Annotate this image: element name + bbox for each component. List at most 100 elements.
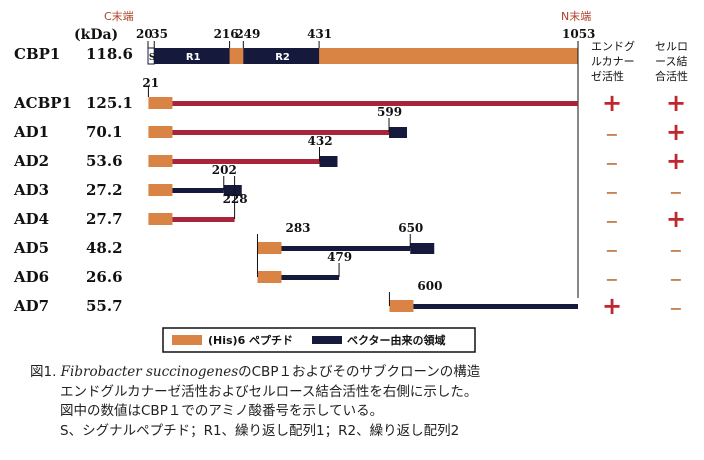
construct-row-ad7: AD7 55.7 600 + − [13, 279, 683, 320]
vector-tail-ad1 [389, 127, 408, 138]
caption-line-2: エンドグルカナーゼ活性およびセルロース結合活性を右側に示した。 [60, 383, 478, 400]
construct-kda-acbp1: 125.1 [86, 94, 133, 112]
cell-header-line-1: セルロ [655, 40, 688, 53]
cell-activity-ad1: + [666, 118, 686, 146]
cbp1-position-249: 249 [235, 27, 260, 41]
endo-activity-ad7: + [602, 292, 622, 320]
construct-row-ad3: AD3 27.2 202 − − [13, 163, 683, 202]
construct-row-ad4: AD4 27.7 228 − + [13, 192, 686, 233]
endo-activity-ad5: − [605, 241, 618, 260]
construct-name-ad2: AD2 [13, 152, 49, 170]
construct-body-ad2 [172, 159, 320, 164]
endo-header-line-2: ルカナー [591, 55, 635, 68]
endo-activity-ad6: − [605, 270, 618, 289]
cbp1-name: CBP1 [14, 45, 60, 63]
endo-activity-ad3: − [605, 183, 618, 202]
construct-kda-ad3: 27.2 [86, 181, 123, 199]
construct-diagram: C末端 N末端 (kDa) CBP1 118.6 エンドグ ルカナー ゼ活性 セ… [13, 9, 688, 353]
construct-kda-ad6: 26.6 [86, 268, 123, 286]
cell-activity-ad4: + [666, 205, 686, 233]
construct-body-ad7 [413, 304, 578, 309]
construct-kda-ad5: 48.2 [86, 239, 123, 257]
his-tag-ad1 [148, 126, 173, 138]
construct-end-label-ad5: 650 [398, 221, 423, 235]
vector-tail-ad5 [410, 243, 435, 254]
caption-species: Fibrobacter succinogenes [60, 364, 239, 380]
cell-activity-ad2: + [666, 147, 686, 175]
construct-end-label-ad2: 432 [308, 134, 333, 148]
endo-activity-ad1: − [605, 125, 618, 144]
endo-activity-ad4: − [605, 212, 618, 231]
construct-row-ad5: AD5 48.2 283 650 − − [13, 221, 683, 260]
endo-header-line-3: ゼ活性 [591, 69, 624, 83]
construct-row-acbp1: ACBP1 125.1 21 + + [13, 76, 686, 117]
construct-name-ad6: AD6 [13, 268, 49, 286]
construct-body-ad3 [172, 188, 224, 193]
legend-his-swatch [172, 335, 202, 345]
cellulose-binding-header: セルロ ース結 合活性 [655, 40, 688, 83]
construct-end-label-ad3: 202 [212, 163, 237, 177]
his-tag-acbp1 [148, 97, 173, 109]
construct-name-ad1: AD1 [13, 123, 49, 141]
his-tag-ad4 [148, 213, 173, 225]
construct-kda-ad7: 55.7 [86, 297, 123, 315]
construct-row-ad2: AD2 53.6 432 − + [13, 134, 686, 175]
construct-kda-ad1: 70.1 [86, 123, 123, 141]
cell-activity-acbp1: + [666, 89, 686, 117]
construct-kda-ad4: 27.7 [86, 210, 123, 228]
cbp1-region-r2-label: R2 [275, 52, 290, 63]
figure-caption: 図1. Fibrobacter succinogenesのCBP１およびそのサブ… [30, 363, 690, 441]
cbp1-position-20: 20 [136, 27, 153, 41]
his-tag-ad3 [148, 184, 173, 196]
construct-body-ad5 [281, 246, 411, 251]
construct-end-label-ad4: 228 [223, 192, 248, 206]
cell-activity-ad5: − [669, 241, 682, 260]
his-tag-ad5 [257, 242, 282, 254]
construct-name-ad4: AD4 [13, 210, 49, 228]
vector-tail-ad3 [223, 185, 242, 196]
construct-body-ad1 [172, 130, 390, 135]
construct-name-acbp1: ACBP1 [13, 94, 72, 112]
n-terminus-label: N末端 [561, 9, 591, 23]
legend: (His)6 ペプチド ベクター由来の領域 [162, 327, 476, 353]
caption-line-3: 図中の数値はCBP１でのアミノ酸番号を示している。 [60, 403, 384, 419]
construct-body-ad4 [172, 217, 235, 222]
cbp1-position-216: 216 [214, 27, 239, 41]
cbp1-position-431: 431 [307, 27, 332, 41]
cell-activity-ad6: − [669, 270, 682, 289]
cell-activity-ad7: − [669, 299, 682, 318]
construct-end-label-ad1: 599 [377, 105, 402, 119]
construct-body-ad6 [281, 275, 340, 280]
endo-activity-acbp1: + [602, 89, 622, 117]
cell-header-line-2: ース結 [655, 54, 687, 68]
endo-activity-header: エンドグ ルカナー ゼ活性 [591, 39, 635, 83]
cbp1-repeat-r2 [243, 48, 320, 64]
his-tag-ad2 [148, 155, 173, 167]
cell-header-line-3: 合活性 [655, 69, 688, 83]
endo-header-line-1: エンドグ [591, 39, 635, 53]
kda-unit-label: (kDa) [74, 27, 118, 43]
his-tag-ad6 [257, 271, 282, 283]
c-terminus-label: C末端 [104, 9, 134, 23]
construct-end-label-ad6: 479 [327, 250, 352, 264]
construct-name-ad5: AD5 [13, 239, 49, 257]
legend-his-label: (His)6 ペプチド [208, 333, 293, 347]
vector-tail-ad2 [319, 156, 338, 167]
construct-name-ad3: AD3 [13, 181, 49, 199]
legend-vector-label: ベクター由来の領域 [347, 333, 446, 347]
construct-name-ad7: AD7 [13, 297, 49, 315]
cbp1-kda: 118.6 [86, 45, 133, 63]
his-tag-ad7 [389, 300, 414, 312]
cell-activity-ad3: − [669, 183, 682, 202]
construct-row-ad6: AD6 26.6 479 − − [13, 250, 683, 289]
cbp1-position-1053: 1053 [562, 27, 595, 41]
caption-line-1-rest: のCBP１およびそのサブクローンの構造 [238, 364, 481, 380]
construct-kda-ad2: 53.6 [86, 152, 123, 170]
caption-fig-number: 図1. [30, 364, 61, 380]
construct-start-label-acbp1: 21 [142, 76, 159, 90]
cbp1-region-s-label: S [149, 53, 156, 63]
construct-start-label-ad7: 600 [417, 279, 442, 293]
